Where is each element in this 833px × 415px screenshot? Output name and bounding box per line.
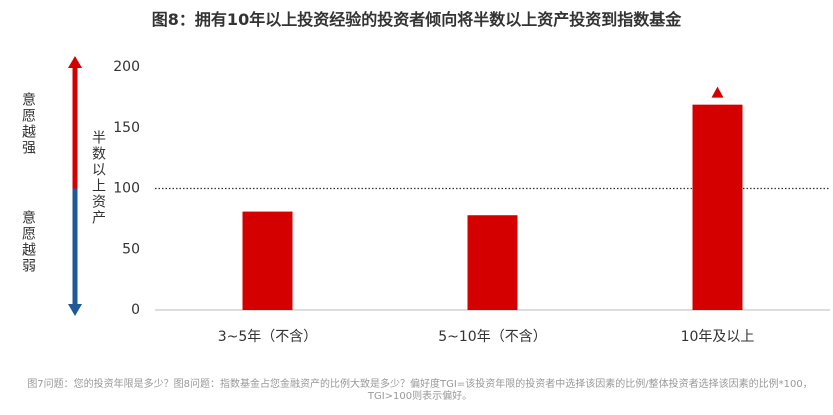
chart-title: 图8：拥有10年以上投资经验的投资者倾向将半数以上资产投资到指数基金 xyxy=(151,10,682,29)
footnote: 图7问题：您的投资年限是多少？图8问题：指数基金占您金融资产的比例大致是多少？偏… xyxy=(27,379,813,402)
x-tick-label: 5~10年（不含） xyxy=(438,329,546,345)
bar xyxy=(692,104,743,310)
bar xyxy=(242,211,293,310)
chart: 0 50 100 150 200 3~5年（不含） 5~10年（不含） 10年及以上 xyxy=(68,56,830,345)
y-tick-label: 50 xyxy=(122,241,140,257)
annotation-strong: 意愿越强 xyxy=(20,92,36,156)
bar xyxy=(467,215,518,310)
x-tick-label: 3~5年（不含） xyxy=(218,329,318,345)
annotation-weak: 意愿越弱 xyxy=(20,210,36,274)
arrow-head xyxy=(68,304,82,316)
y-tick-label: 0 xyxy=(131,302,140,318)
x-tick-label: 10年及以上 xyxy=(681,329,755,345)
arrow-head xyxy=(68,56,82,68)
y-axis-label: 半数以上资产 xyxy=(90,130,106,226)
y-tick-label: 150 xyxy=(113,120,140,136)
y-tick-label: 200 xyxy=(113,59,140,75)
highlight-marker xyxy=(711,86,724,98)
y-tick-label: 100 xyxy=(113,181,140,197)
